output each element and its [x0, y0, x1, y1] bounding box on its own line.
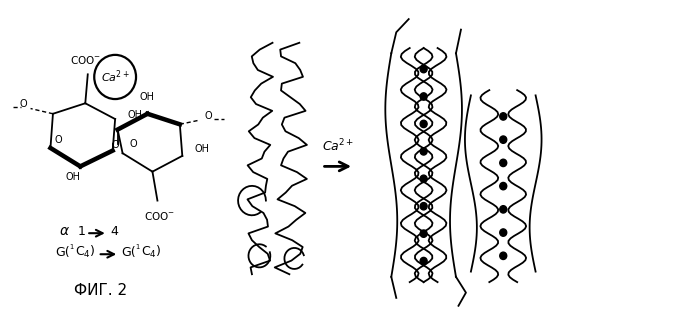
Circle shape	[500, 229, 507, 236]
Text: OH: OH	[140, 92, 155, 102]
Text: 4: 4	[110, 225, 118, 238]
Text: COO$^{-}$: COO$^{-}$	[144, 210, 175, 222]
Text: Ca$^{2+}$: Ca$^{2+}$	[322, 138, 354, 155]
Text: O: O	[130, 139, 138, 149]
Text: $^1$: $^1$	[69, 244, 75, 254]
Text: COO$^{-}$: COO$^{-}$	[70, 55, 101, 67]
Circle shape	[420, 148, 427, 155]
Circle shape	[420, 93, 427, 100]
Text: C$_4$): C$_4$)	[75, 244, 96, 260]
Circle shape	[420, 65, 427, 73]
Text: O: O	[54, 135, 61, 145]
Circle shape	[420, 230, 427, 237]
Text: $^1$: $^1$	[135, 244, 141, 254]
Circle shape	[500, 113, 507, 120]
Text: O: O	[205, 111, 212, 121]
Text: Ca$^{2+}$: Ca$^{2+}$	[101, 69, 130, 85]
Circle shape	[500, 252, 507, 260]
Circle shape	[420, 120, 427, 128]
Text: G(: G(	[55, 246, 70, 259]
Circle shape	[500, 206, 507, 213]
Text: O: O	[20, 100, 27, 109]
Text: ФИГ. 2: ФИГ. 2	[74, 283, 127, 298]
Text: O: O	[111, 140, 119, 150]
Text: G(: G(	[121, 246, 135, 259]
Text: OH: OH	[66, 171, 80, 182]
Text: 1: 1	[77, 225, 86, 238]
Circle shape	[420, 257, 427, 265]
Circle shape	[420, 175, 427, 183]
Text: OH: OH	[195, 144, 210, 154]
Text: $\alpha$: $\alpha$	[59, 224, 70, 238]
Circle shape	[500, 183, 507, 190]
Text: OH: OH	[128, 110, 142, 120]
Circle shape	[420, 203, 427, 210]
Text: C$_4$): C$_4$)	[141, 244, 162, 260]
Circle shape	[500, 136, 507, 143]
Circle shape	[500, 159, 507, 166]
